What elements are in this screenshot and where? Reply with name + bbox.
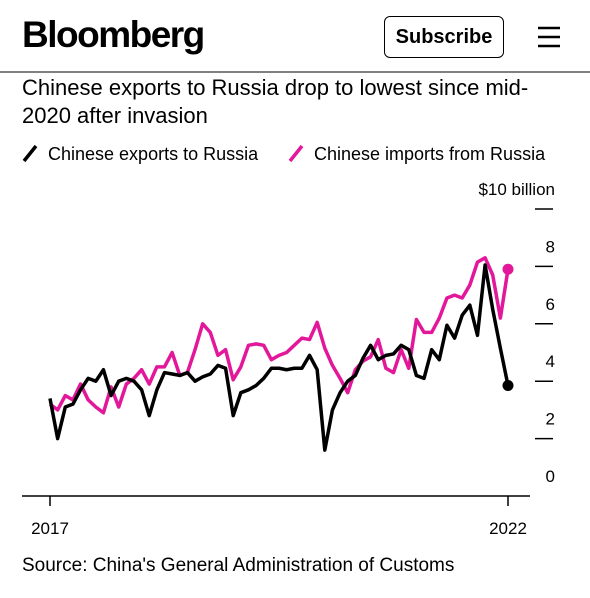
y-tick-label: 4 xyxy=(546,352,555,371)
y-tick-label: 0 xyxy=(546,467,555,486)
legend-label: Chinese imports from Russia xyxy=(314,144,546,164)
x-tick-label: 2022 xyxy=(489,519,527,538)
series-line xyxy=(48,263,510,452)
y-tick-label: $10 billion xyxy=(478,180,555,199)
y-tick-label: 2 xyxy=(546,410,555,429)
legend-swatch xyxy=(288,144,304,163)
x-tick-label: 2017 xyxy=(31,519,69,538)
end-dot xyxy=(502,263,514,275)
source: Source: China's General Administration o… xyxy=(22,555,455,576)
end-dot xyxy=(502,380,514,392)
legend-label: Chinese exports to Russia xyxy=(48,144,259,164)
y-tick-label: 8 xyxy=(546,237,555,256)
subscribe-button[interactable]: Subscribe xyxy=(384,16,504,58)
menu-icon[interactable] xyxy=(538,26,560,48)
logo: Bloomberg xyxy=(22,14,205,55)
chart-title: Chinese exports to Russia drop to lowest… xyxy=(22,75,529,128)
y-tick-label: 6 xyxy=(546,295,555,314)
series-line xyxy=(48,256,510,415)
legend-swatch xyxy=(22,144,38,163)
